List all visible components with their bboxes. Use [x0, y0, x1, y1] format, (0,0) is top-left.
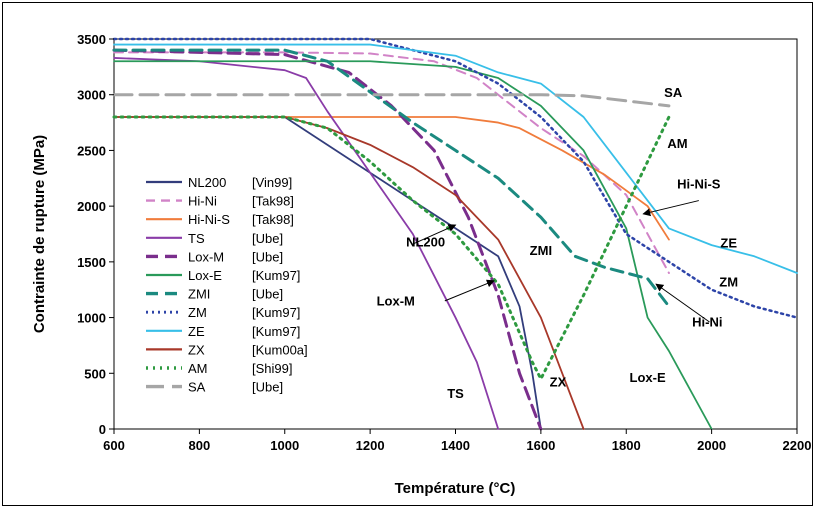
y-tick-label: 0	[99, 422, 106, 437]
annotation-arrow-4	[655, 283, 710, 323]
legend-ref-am: [Shi99]	[252, 361, 292, 376]
legend-ref-zx: [Kum00a]	[252, 342, 308, 357]
legend-ref-sa: [Ube]	[252, 380, 283, 395]
x-tick-label: 1000	[270, 438, 299, 453]
y-axis-title: Contrainte de rupture (MPa)	[31, 135, 48, 333]
series-am-line	[112, 115, 671, 381]
annotation-arrow-2	[444, 279, 495, 302]
legend-label-sa: SA	[188, 380, 206, 395]
annotation-hi-ni: Hi-Ni	[692, 314, 722, 329]
series-ze-line	[113, 43, 798, 274]
y-tick-label: 1500	[77, 255, 106, 270]
legend: NL200 [Vin99] Hi-Ni [Tak98] Hi-Ni-S [Tak98] TS…	[146, 175, 308, 395]
legend-ref-ts: [Ube]	[252, 231, 283, 246]
annotation-sa: SA	[664, 85, 683, 100]
annotation-zm: ZM	[719, 274, 738, 289]
annotation-am: AM	[667, 136, 687, 151]
annotation-nl200: NL200	[406, 234, 445, 249]
annotation-lox-m: Lox-M	[377, 293, 415, 308]
x-axis-title: Température (°C)	[395, 480, 516, 497]
y-tick-label: 2000	[77, 199, 106, 214]
x-tick-label: 600	[103, 438, 125, 453]
legend-label-ze: ZE	[188, 324, 205, 339]
series-sa-line	[112, 93, 671, 108]
y-tick-layer: 0 500 1000 1500 2000 2500 3000 3500	[77, 32, 114, 437]
legend-ref-lox-m: [Ube]	[252, 249, 283, 264]
legend-label-ts: TS	[188, 231, 205, 246]
x-tick-label: 1800	[612, 438, 641, 453]
legend-ref-zm: [Kum97]	[252, 305, 300, 320]
legend-label-hi-ni: Hi-Ni	[188, 194, 217, 209]
annotation-ze: ZE	[720, 235, 737, 250]
legend-label-lox-m: Lox-M	[188, 249, 224, 264]
arrow-layer	[412, 200, 710, 323]
legend-label-zm: ZM	[188, 305, 207, 320]
series-zm-line	[112, 37, 799, 319]
annotation-layer: SA AM Hi-Ni-S ZE ZM Hi-Ni NL200 ZMI Lox-M TS ZX Lox…	[377, 85, 738, 401]
series-hi-ni-s-line	[113, 116, 670, 241]
y-tick-label: 1000	[77, 311, 106, 326]
legend-ref-zmi: [Ube]	[252, 287, 283, 302]
x-tick-label: 2200	[783, 438, 812, 453]
y-tick-label: 3500	[77, 32, 106, 47]
x-tick-label: 1200	[356, 438, 385, 453]
series-ts-line	[113, 57, 500, 430]
legend-label-hi-ni-s: Hi-Ni-S	[188, 212, 230, 227]
x-tick-label: 800	[189, 438, 211, 453]
annotation-zmi: ZMI	[530, 243, 552, 258]
legend-ref-ze: [Kum97]	[252, 324, 300, 339]
y-tick-label: 2500	[77, 143, 106, 158]
legend-label-am: AM	[188, 361, 208, 376]
y-tick-label: 500	[84, 366, 106, 381]
series-lox-e-line	[113, 60, 713, 430]
legend-label-zx: ZX	[188, 342, 205, 357]
annotation-zx: ZX	[550, 375, 567, 390]
annotation-arrow-1	[412, 224, 457, 245]
x-tick-label: 2000	[697, 438, 726, 453]
legend-ref-nl200: [Vin99]	[252, 175, 292, 190]
x-tick-label: 1600	[526, 438, 555, 453]
legend-label-nl200: NL200	[188, 175, 226, 190]
legend-ref-hi-ni: [Tak98]	[252, 194, 294, 209]
legend-ref-lox-e: [Kum97]	[252, 268, 300, 283]
series-lox-m-line	[112, 48, 543, 431]
y-tick-label: 3000	[77, 88, 106, 103]
x-tick-layer: 600 800 1000 1200 1400 1600 1800 2000 2200	[103, 429, 811, 453]
annotation-ts: TS	[447, 386, 464, 401]
series-nl200-line	[113, 116, 542, 430]
series-zmi-line	[112, 48, 671, 308]
annotation-hi-ni-s: Hi-Ni-S	[677, 176, 721, 191]
legend-ref-hi-ni-s: [Tak98]	[252, 212, 294, 227]
x-tick-label: 1400	[441, 438, 470, 453]
legend-label-lox-e: Lox-E	[188, 268, 222, 283]
annotation-lox-e: Lox-E	[630, 370, 666, 385]
annotation-arrow-3	[642, 200, 699, 217]
series-layer	[112, 37, 799, 431]
legend-label-zmi: ZMI	[188, 287, 210, 302]
